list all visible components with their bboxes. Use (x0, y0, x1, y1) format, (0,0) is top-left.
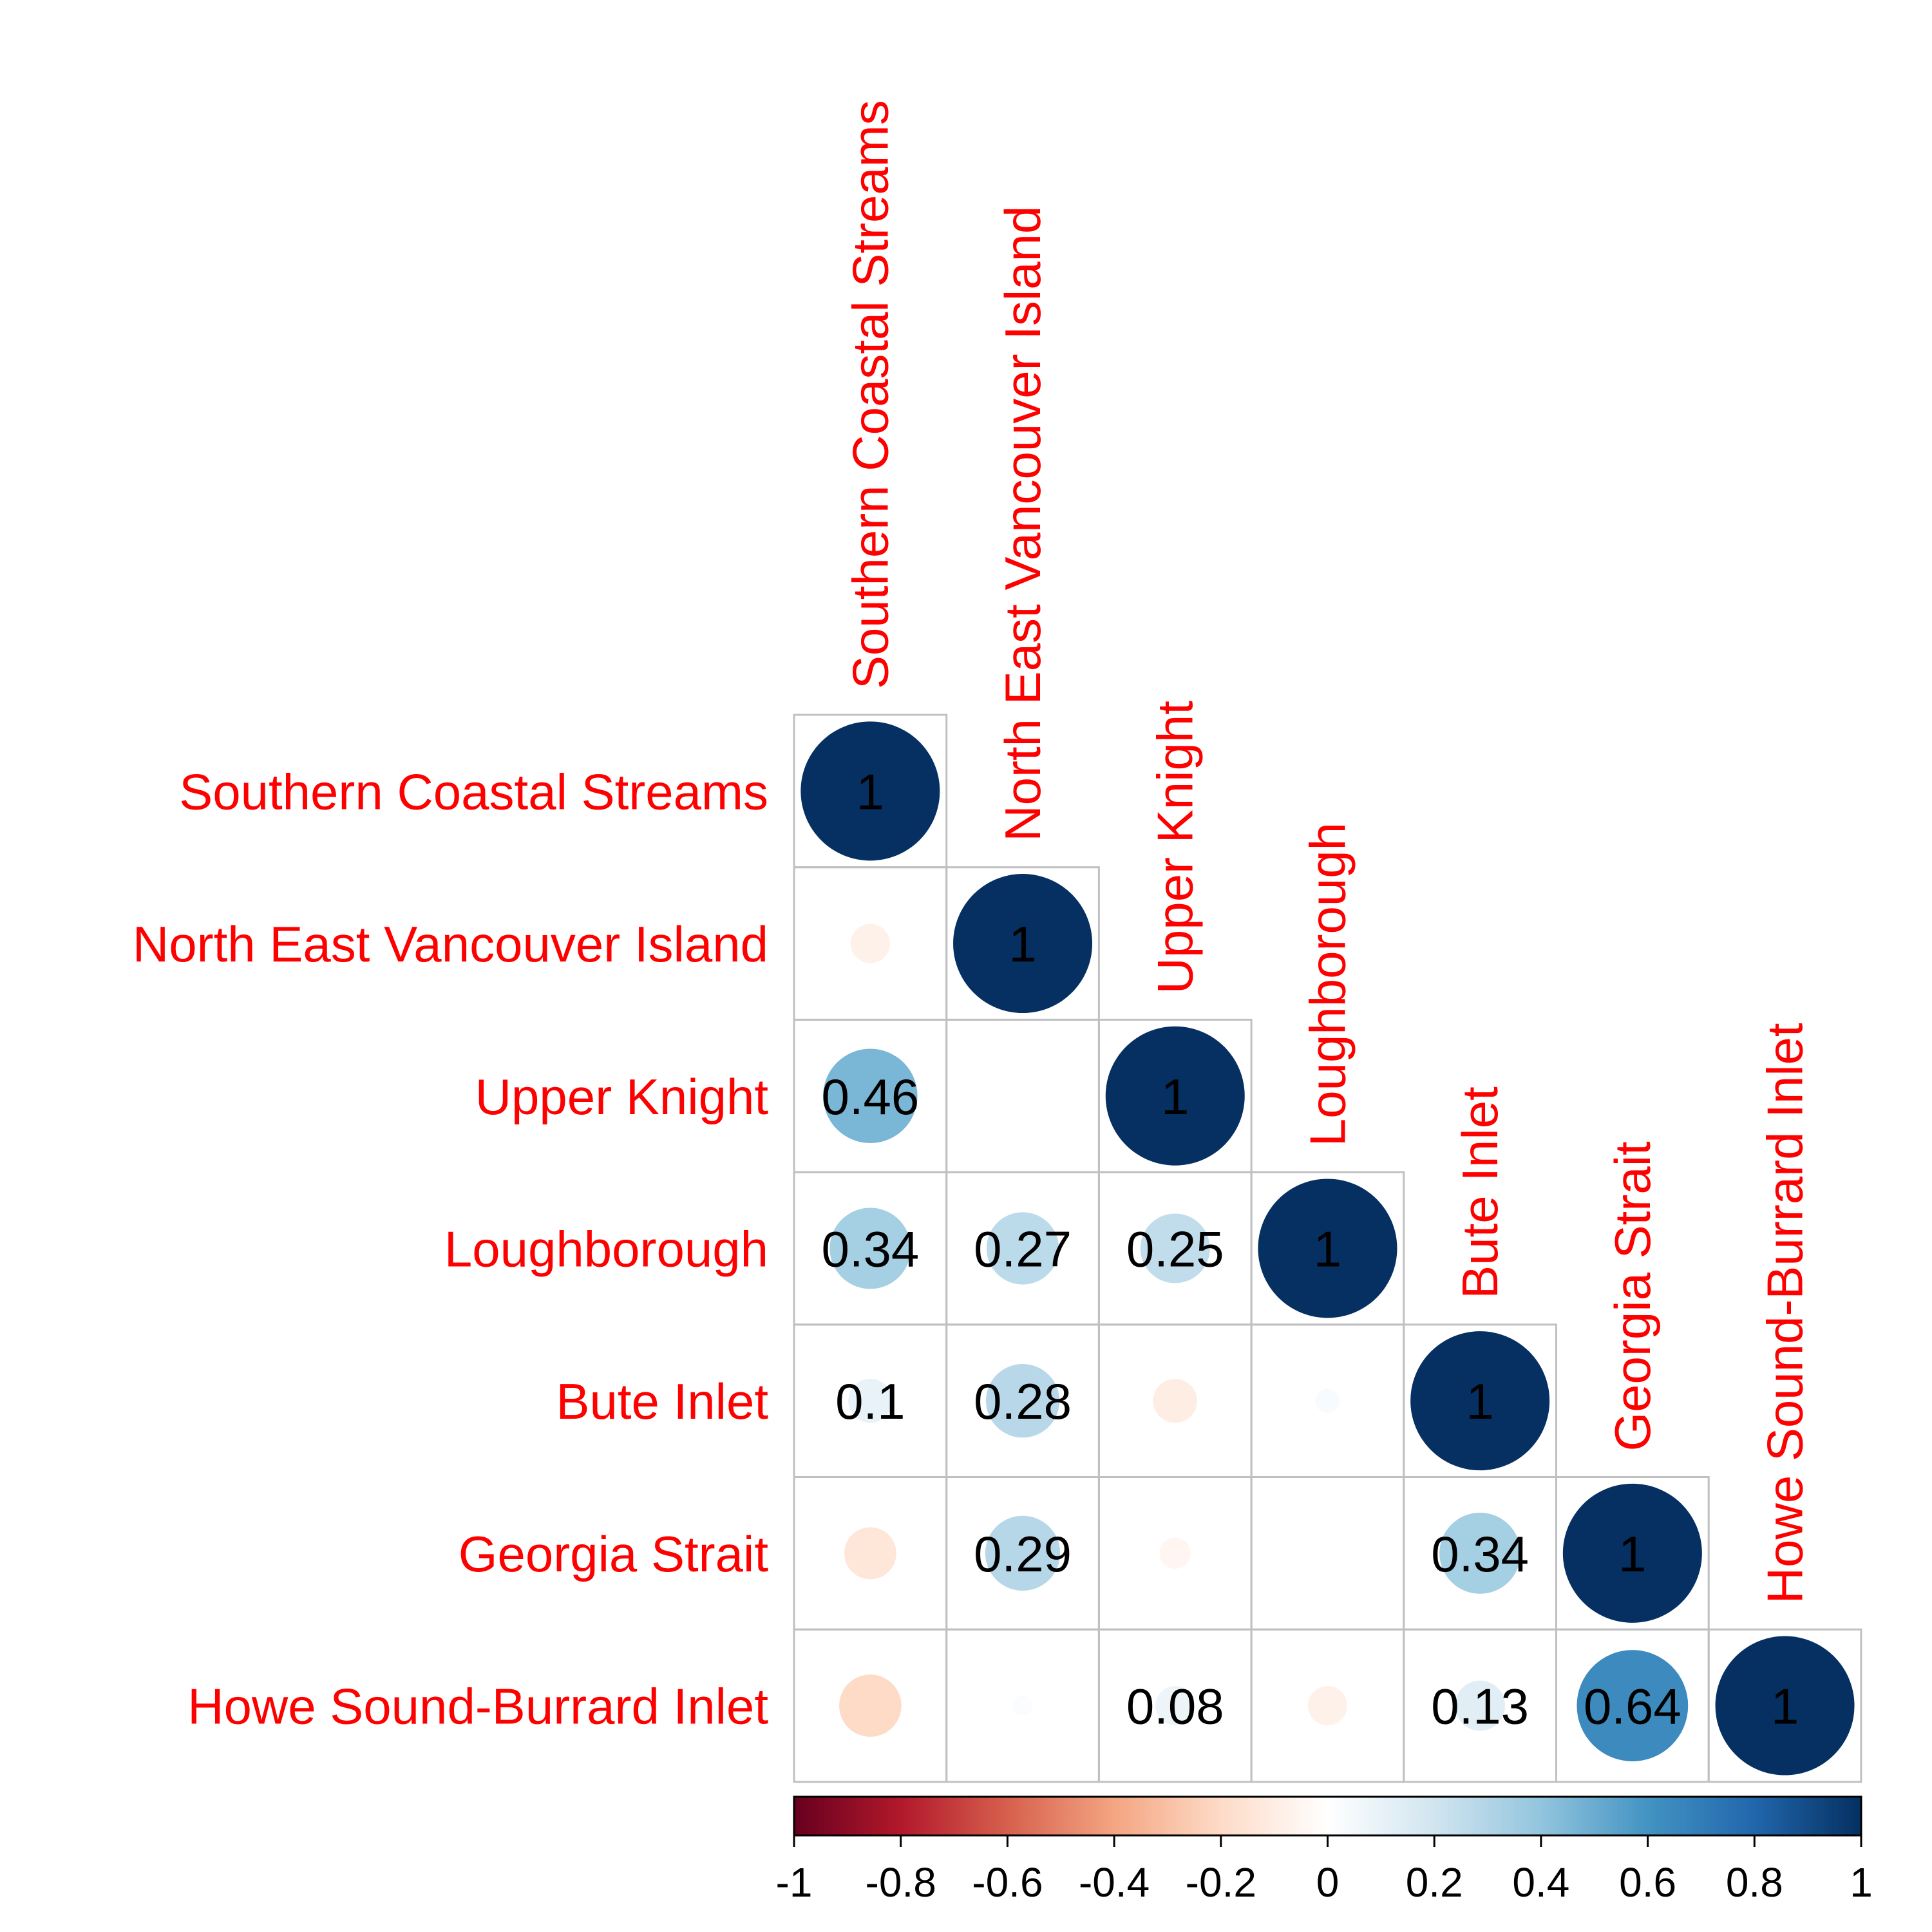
matrix-grid (793, 714, 1862, 1783)
correlation-circle (848, 1378, 893, 1423)
column-label: Howe Sound-Burrard Inlet (1757, 1023, 1814, 1604)
correlation-value: 1 (1466, 1373, 1493, 1430)
correlation-circle (839, 1674, 902, 1737)
colorbar-tick-label: 1 (1850, 1859, 1873, 1906)
column-label: Georgia Strait (1604, 1141, 1661, 1452)
correlation-value: 1 (1009, 916, 1036, 972)
correlation-value: 0.25 (1126, 1220, 1224, 1277)
row-label: Georgia Strait (459, 1526, 769, 1582)
correlation-circle (985, 1364, 1060, 1438)
row-labels: Southern Coastal Streams North East Vanco… (133, 763, 768, 1734)
correlation-circle (1140, 1213, 1210, 1283)
row-label: Loughborough (444, 1220, 768, 1277)
correlation-circle (1159, 1537, 1191, 1569)
correlation-circle (1153, 1378, 1197, 1423)
colorbar-tick-label: -0.4 (1079, 1859, 1150, 1906)
row-label: Howe Sound-Burrard Inlet (187, 1678, 768, 1735)
row-label: Upper Knight (475, 1068, 769, 1125)
colorbar-tick-label: 0.6 (1619, 1859, 1676, 1906)
correlation-value: 0.1 (835, 1373, 905, 1430)
colorbar-tick-label: 0.8 (1726, 1859, 1783, 1906)
correlation-value: 0.29 (974, 1526, 1072, 1582)
matrix-cell (1250, 1476, 1405, 1631)
column-label: Upper Knight (1147, 701, 1204, 994)
colorbar-tick-label: 0.4 (1512, 1859, 1569, 1906)
colorbar-tick-label: -0.2 (1186, 1859, 1256, 1906)
correlation-circle (986, 1212, 1059, 1285)
column-label: Loughborough (1299, 822, 1356, 1146)
correlation-value: 0.34 (821, 1220, 919, 1277)
correlation-circle (1562, 1483, 1702, 1623)
colorbar-tick-label: 0 (1316, 1859, 1340, 1906)
correlation-circles (800, 721, 1855, 1776)
row-label: Bute Inlet (556, 1373, 768, 1430)
correlation-value: 1 (1771, 1678, 1799, 1735)
correlation-circle (1307, 1686, 1347, 1726)
correlation-value: 0.46 (821, 1068, 919, 1125)
correlation-value: 0.64 (1584, 1678, 1681, 1735)
correlation-circle (1315, 1388, 1340, 1413)
correlation-value: 0.27 (974, 1220, 1072, 1277)
correlation-value: 0.13 (1431, 1678, 1529, 1735)
correlation-circle (800, 721, 940, 861)
column-label: Southern Coastal Streams (842, 100, 898, 689)
correlation-circle (823, 1048, 918, 1143)
column-labels: Southern Coastal Streams North East Vanco… (842, 100, 1813, 1604)
correlation-circle (829, 1208, 911, 1289)
column-label: North East Vancouver Island (994, 206, 1051, 842)
correlation-value: 0.34 (1431, 1526, 1529, 1582)
matrix-cell (945, 1018, 1100, 1173)
correlation-values: 1 1 0.46 1 0.34 0.27 0.25 1 0.1 0.28 1 0.29 0.34 1 0.0… (821, 763, 1799, 1734)
correlation-value: 1 (1161, 1068, 1189, 1125)
correlation-circle (1155, 1686, 1195, 1726)
colorbar-tick-label: -0.8 (866, 1859, 936, 1906)
correlation-circle (1715, 1636, 1855, 1776)
colorbar-tick-label: 0.2 (1406, 1859, 1463, 1906)
correlation-value: 0.08 (1126, 1678, 1224, 1735)
colorbar-tick-label: -1 (776, 1859, 813, 1906)
correlation-circle (1439, 1512, 1521, 1594)
correlation-circle (1105, 1026, 1245, 1166)
matrix-cell (1707, 1628, 1862, 1783)
correlation-circle (1258, 1179, 1397, 1318)
row-label: North East Vancouver Island (133, 916, 768, 972)
correlation-circle (1012, 1696, 1033, 1716)
colorbar: -1 -0.8 -0.6 -0.4 -0.2 0 0.2 0.4 0.6 0.8 1 (776, 1795, 1873, 1906)
colorbar-gradient (793, 1795, 1862, 1837)
correlation-circle (1410, 1331, 1550, 1471)
correlation-circle (953, 874, 1093, 1014)
correlation-value: 1 (857, 763, 884, 820)
correlation-value: 1 (1314, 1220, 1341, 1277)
colorbar-tick-label: -0.6 (972, 1859, 1043, 1906)
correlation-value: 1 (1618, 1526, 1646, 1582)
column-label: Bute Inlet (1452, 1086, 1508, 1299)
correlation-circle (985, 1515, 1061, 1591)
correlation-circle (844, 1527, 896, 1580)
correlation-circle (1577, 1650, 1689, 1761)
correlation-circle (1455, 1680, 1506, 1731)
row-label: Southern Coastal Streams (179, 763, 768, 820)
correlation-value: 0.28 (974, 1373, 1072, 1430)
correlation-circle (850, 923, 890, 963)
